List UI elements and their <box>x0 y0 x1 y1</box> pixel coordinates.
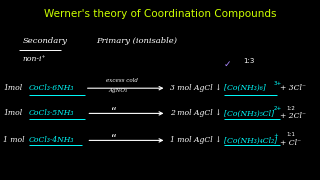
Text: 2+: 2+ <box>274 106 282 111</box>
Text: Werner's theory of Coordination Compounds: Werner's theory of Coordination Compound… <box>44 9 276 19</box>
Text: + 3Cl⁻: + 3Cl⁻ <box>280 84 306 92</box>
Text: 1 mol: 1 mol <box>3 136 25 144</box>
Text: 1:2: 1:2 <box>286 105 295 111</box>
Text: 1mol: 1mol <box>3 109 22 117</box>
Text: [Co(NH₃)₅Cl]: [Co(NH₃)₅Cl] <box>224 109 274 117</box>
Text: “: “ <box>111 107 116 117</box>
Text: + Cl⁻: + Cl⁻ <box>280 139 301 147</box>
Text: excess cold: excess cold <box>106 78 138 83</box>
Text: 1 mol AgCl ↓: 1 mol AgCl ↓ <box>170 136 221 144</box>
Text: 3 mol AgCl ↓: 3 mol AgCl ↓ <box>170 84 221 92</box>
Text: 2 mol AgCl ↓: 2 mol AgCl ↓ <box>170 109 221 117</box>
Text: 1:1: 1:1 <box>286 132 295 138</box>
Text: 3+: 3+ <box>274 81 282 86</box>
Text: [Co(NH₃)₄Cl₂]: [Co(NH₃)₄Cl₂] <box>224 136 277 144</box>
Text: AgNO₃: AgNO₃ <box>109 88 128 93</box>
Text: CoCl₃·4NH₃: CoCl₃·4NH₃ <box>29 136 74 144</box>
Text: + 2Cl⁻: + 2Cl⁻ <box>280 112 306 120</box>
Text: Secondary: Secondary <box>22 37 68 45</box>
Text: Primary (ionisable): Primary (ionisable) <box>96 37 177 45</box>
Text: 1mol: 1mol <box>3 84 22 92</box>
Text: +: + <box>274 133 278 138</box>
Text: “: “ <box>111 134 116 144</box>
Text: 1:3: 1:3 <box>243 58 255 64</box>
Text: CoCl₃·6NH₃: CoCl₃·6NH₃ <box>29 84 74 92</box>
Text: ✓: ✓ <box>224 60 231 69</box>
Text: non-i⁺: non-i⁺ <box>22 55 46 63</box>
Text: CoCl₃·5NH₃: CoCl₃·5NH₃ <box>29 109 74 117</box>
Text: [Co(NH₃)₆]: [Co(NH₃)₆] <box>224 84 266 92</box>
